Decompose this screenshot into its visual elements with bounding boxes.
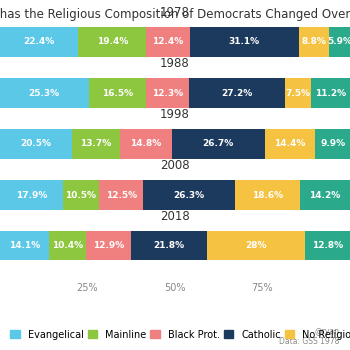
Text: 12.8%: 12.8% xyxy=(312,241,343,251)
Text: 12.5%: 12.5% xyxy=(106,190,137,199)
Bar xyxy=(131,231,207,261)
Bar xyxy=(329,27,350,57)
Text: @ryan
Data: GSS 1978: @ryan Data: GSS 1978 xyxy=(279,327,340,346)
Text: 14.8%: 14.8% xyxy=(130,140,161,148)
Text: 9.9%: 9.9% xyxy=(320,140,345,148)
Text: 17.9%: 17.9% xyxy=(16,190,47,199)
Bar xyxy=(78,27,146,57)
Text: 10.5%: 10.5% xyxy=(65,190,97,199)
Bar xyxy=(305,231,350,261)
Bar xyxy=(189,78,285,108)
Text: 7.5%: 7.5% xyxy=(285,89,310,98)
Text: 1988: 1988 xyxy=(160,57,190,70)
Bar xyxy=(299,27,329,57)
Text: 14.2%: 14.2% xyxy=(309,190,341,199)
Legend: Evangelical, Mainline, Black Prot., Catholic, No Religion, Other Faith: Evangelical, Mainline, Black Prot., Cath… xyxy=(8,328,350,342)
Bar xyxy=(172,129,265,159)
Text: 2018: 2018 xyxy=(160,210,190,223)
Bar xyxy=(235,180,300,210)
Text: 1998: 1998 xyxy=(160,108,190,121)
Bar xyxy=(285,78,311,108)
Text: 31.1%: 31.1% xyxy=(229,37,260,47)
Text: 28%: 28% xyxy=(245,241,267,251)
Bar xyxy=(0,231,49,261)
Bar xyxy=(120,129,172,159)
Bar xyxy=(72,129,120,159)
Text: 13.7%: 13.7% xyxy=(80,140,111,148)
Text: 16.5%: 16.5% xyxy=(102,89,133,98)
Text: 12.9%: 12.9% xyxy=(93,241,124,251)
Text: 1978: 1978 xyxy=(160,6,190,19)
Text: 5.9%: 5.9% xyxy=(327,37,350,47)
Bar xyxy=(300,180,350,210)
Bar xyxy=(146,27,190,57)
Text: 27.2%: 27.2% xyxy=(221,89,253,98)
Bar xyxy=(99,180,143,210)
Bar xyxy=(0,27,78,57)
Text: 12.4%: 12.4% xyxy=(152,37,184,47)
Text: 21.8%: 21.8% xyxy=(154,241,184,251)
Bar xyxy=(63,180,99,210)
Text: 19.4%: 19.4% xyxy=(97,37,128,47)
Bar xyxy=(49,231,86,261)
Text: 12.3%: 12.3% xyxy=(152,89,183,98)
Bar xyxy=(0,180,63,210)
Bar xyxy=(89,78,146,108)
Bar xyxy=(146,78,189,108)
Text: 20.5%: 20.5% xyxy=(20,140,51,148)
Text: 26.7%: 26.7% xyxy=(203,140,234,148)
Text: 8.8%: 8.8% xyxy=(301,37,327,47)
Bar xyxy=(0,78,89,108)
Bar xyxy=(315,129,350,159)
Text: 14.4%: 14.4% xyxy=(274,140,306,148)
Text: y has the Religious Composition of Democrats Changed Over T: y has the Religious Composition of Democ… xyxy=(0,8,350,21)
Text: 22.4%: 22.4% xyxy=(23,37,55,47)
Text: 25.3%: 25.3% xyxy=(29,89,60,98)
Text: 2008: 2008 xyxy=(160,159,190,172)
Text: 14.1%: 14.1% xyxy=(9,241,40,251)
Bar xyxy=(190,27,299,57)
Bar xyxy=(86,231,131,261)
Bar xyxy=(311,78,350,108)
Bar xyxy=(143,180,235,210)
Text: 26.3%: 26.3% xyxy=(174,190,205,199)
Bar xyxy=(265,129,315,159)
Text: 18.6%: 18.6% xyxy=(252,190,283,199)
Bar xyxy=(0,129,72,159)
Text: 10.4%: 10.4% xyxy=(52,241,83,251)
Text: 11.2%: 11.2% xyxy=(315,89,346,98)
Bar xyxy=(207,231,305,261)
